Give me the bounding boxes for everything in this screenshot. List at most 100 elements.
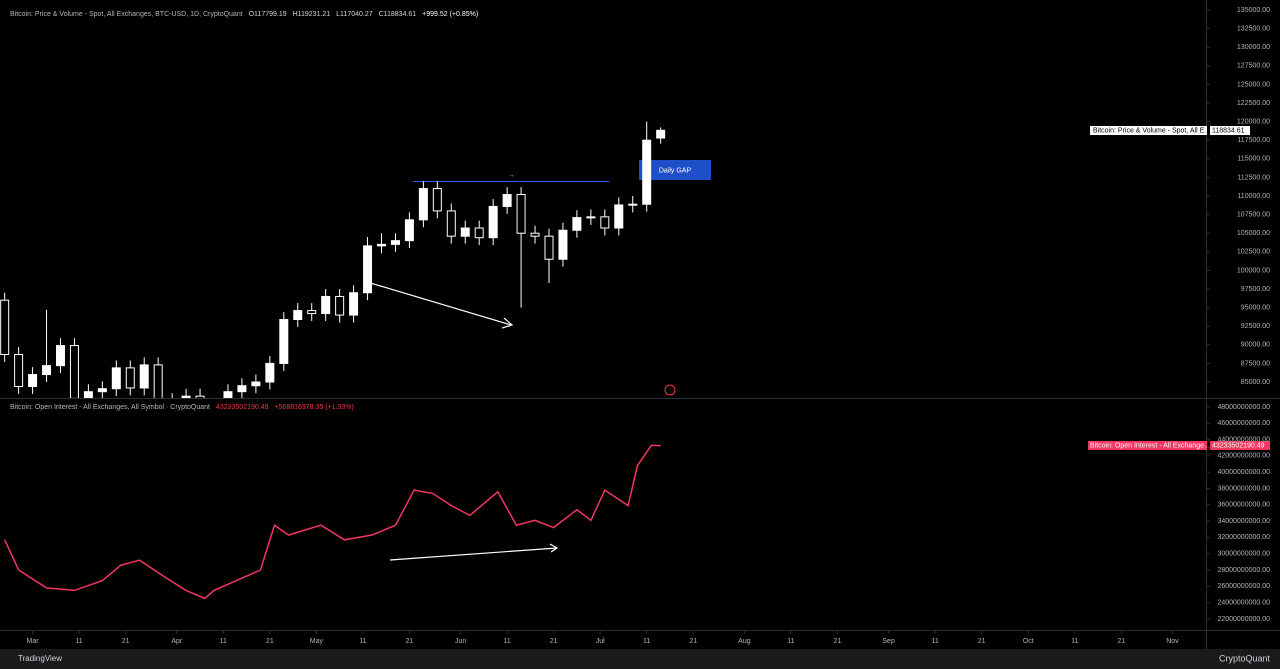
candle-body: [181, 395, 191, 398]
y-tick-label: 117500.00: [1237, 137, 1270, 144]
candle-body: [474, 227, 484, 239]
line-arrow-label: →: [508, 172, 515, 179]
gap-label: Daily GAP: [659, 167, 692, 174]
candle-body: [125, 367, 135, 389]
candle-body: [139, 364, 149, 389]
oi-last-tag: 43233502190.49: [1212, 442, 1265, 449]
x-tick-label: 21: [550, 638, 558, 645]
x-tick-label: 21: [978, 638, 986, 645]
candle-body: [97, 388, 107, 393]
candle-body: [293, 310, 303, 321]
y-tick-label: 24000000000.00: [1217, 599, 1270, 606]
x-tick-label: Jun: [455, 638, 466, 645]
candle-body: [153, 364, 163, 398]
candle-body: [265, 362, 275, 383]
candle-body: [628, 203, 638, 206]
x-tick-label: Mar: [27, 638, 40, 645]
y-tick-label: 40000000000.00: [1217, 469, 1270, 476]
candle-body: [404, 219, 414, 242]
y-tick-label: 46000000000.00: [1217, 420, 1270, 427]
y-tick-label: 107500.00: [1237, 211, 1270, 218]
candle-body: [69, 345, 79, 398]
y-tick-label: 42000000000.00: [1217, 453, 1270, 460]
x-tick-label: 21: [689, 638, 697, 645]
y-tick-label: 100000.00: [1237, 267, 1270, 274]
ohlc-low: L117040.27: [336, 11, 373, 18]
oi-tag: [1088, 441, 1207, 450]
x-tick-label: 11: [643, 638, 650, 645]
y-tick-label: 92500.00: [1241, 323, 1270, 330]
trend-arrow: [366, 281, 514, 329]
x-tick-label: 11: [932, 638, 939, 645]
x-tick-label: Sep: [882, 638, 895, 645]
event-icon[interactable]: [664, 384, 676, 396]
y-tick-label: 97500.00: [1241, 286, 1270, 293]
candle-body: [488, 205, 498, 239]
y-tick-label: 48000000000.00: [1217, 404, 1270, 411]
x-tick-label: 11: [1071, 638, 1078, 645]
x-tick-label: 21: [266, 638, 274, 645]
candle-body: [558, 229, 568, 260]
y-tick-label: 32000000000.00: [1217, 534, 1270, 541]
x-tick-label: Apr: [171, 638, 183, 645]
y-tick-label: 38000000000.00: [1217, 485, 1270, 492]
x-tick-label: Nov: [1166, 638, 1179, 645]
x-tick-label: 11: [220, 638, 227, 645]
candle-body: [28, 374, 38, 387]
y-tick-label: 115000.00: [1237, 156, 1270, 163]
price-tag-label: Bitcoin: Price & Volume - Spot, All E...: [1093, 127, 1210, 134]
price-change: +999.52 (+0.85%): [422, 11, 478, 18]
y-tick-label: 44000000000.00: [1217, 436, 1270, 443]
x-tick-label: Aug: [738, 638, 751, 645]
gap-box: [639, 160, 711, 180]
x-tick-label: 11: [359, 638, 366, 645]
oi-change: +568816978.35 (+1.33%): [274, 404, 353, 411]
candle-body: [55, 345, 65, 367]
footer-left: TradingView: [18, 654, 62, 663]
x-tick-label: 21: [1117, 638, 1125, 645]
price-title: Bitcoin: Price & Volume - Spot, All Exch…: [10, 11, 243, 18]
candle-body: [335, 295, 345, 316]
price-last-box: [1210, 126, 1250, 135]
x-tick-label: Jul: [596, 638, 605, 645]
candle-body: [460, 227, 470, 237]
y-tick-label: 87500.00: [1241, 360, 1270, 367]
footer: [0, 649, 1280, 669]
candle-body: [349, 292, 359, 316]
y-tick-label: 135000.00: [1237, 7, 1270, 14]
y-tick-label: 95000.00: [1241, 304, 1270, 311]
candle-body: [516, 194, 526, 234]
candle-body: [14, 353, 24, 387]
x-tick-label: 21: [406, 638, 414, 645]
oi-tag-label: Bitcoin: Open Interest - All Exchange...: [1090, 442, 1210, 449]
y-tick-label: 112500.00: [1237, 174, 1270, 181]
candle-body: [307, 310, 317, 315]
ohlc-high: H119231.21: [293, 11, 331, 18]
candle-body: [656, 129, 666, 139]
y-tick-label: 36000000000.00: [1217, 502, 1270, 509]
y-tick-label: 90000.00: [1241, 342, 1270, 349]
candle-body: [614, 204, 624, 229]
candle-body: [195, 395, 205, 398]
plot-line: [4, 444, 661, 600]
price-header: Bitcoin: Price & Volume - Spot, All Exch…: [10, 11, 478, 18]
x-tick-label: 11: [503, 638, 510, 645]
candle-body: [530, 232, 540, 237]
y-tick-label: 30000000000.00: [1217, 551, 1270, 558]
price-last: 118834.61: [1212, 127, 1245, 134]
candle-body: [572, 217, 582, 231]
oi-header: Bitcoin: Open Interest - All Exchanges, …: [10, 404, 354, 411]
y-tick-label: 22000000000.00: [1217, 616, 1270, 623]
candle-body: [502, 194, 512, 207]
y-tick-label: 110000.00: [1237, 193, 1270, 200]
y-tick-label: 125000.00: [1237, 81, 1270, 88]
candle-body: [42, 365, 52, 376]
y-tick-label: 105000.00: [1237, 230, 1270, 237]
x-tick-label: 21: [122, 638, 130, 645]
candle-body: [544, 235, 554, 260]
x-tick-label: Oct: [1023, 638, 1034, 645]
y-tick-label: 122500.00: [1237, 100, 1270, 107]
candle-body: [363, 245, 373, 294]
ohlc-close: C118834.61: [379, 11, 417, 18]
